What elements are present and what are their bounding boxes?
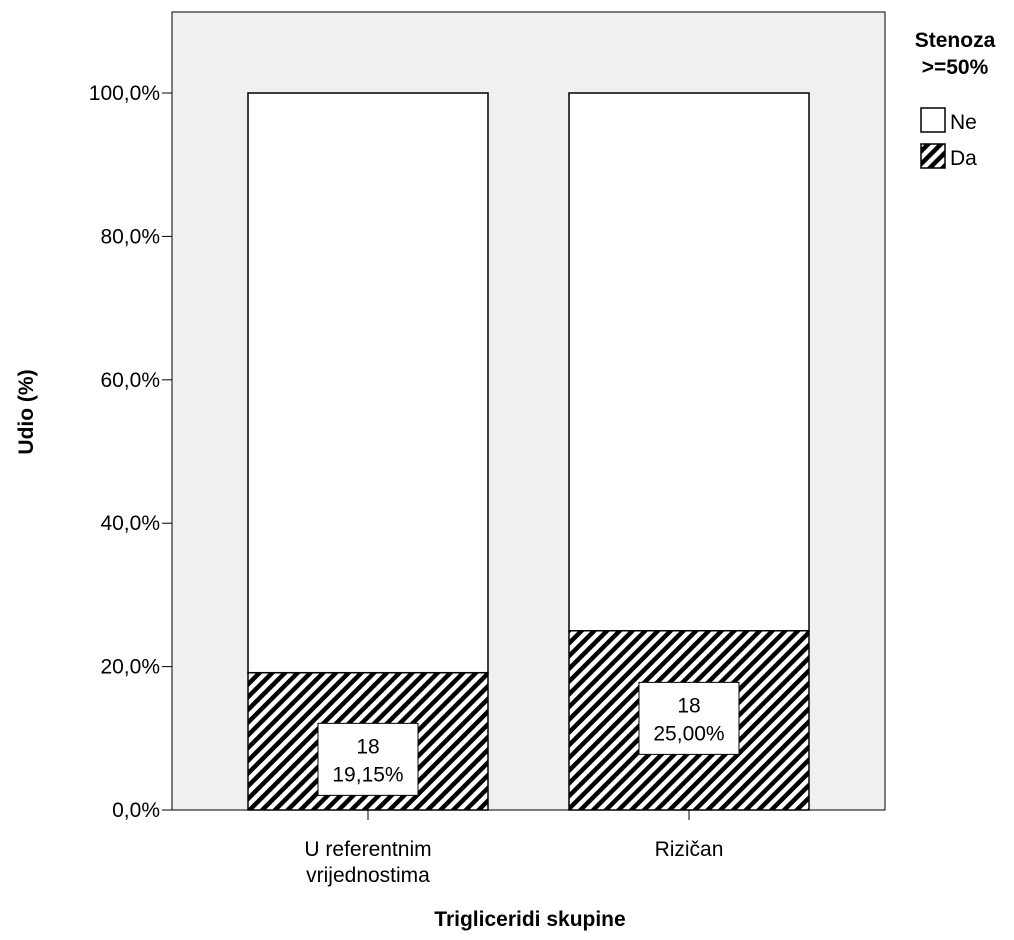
y-tick-label: 20,0% xyxy=(100,656,160,679)
x-tick-label: U referentnim xyxy=(304,838,431,861)
x-tick-label: Rizičan xyxy=(655,838,724,861)
data-label-box xyxy=(638,681,740,755)
x-tick-label: vrijednostima xyxy=(306,864,430,887)
y-tick-label: 0,0% xyxy=(112,799,160,822)
legend: Stenoza >=50% Ne Da xyxy=(915,29,996,170)
y-tick-label: 100,0% xyxy=(89,82,160,105)
x-axis-title: Trigliceridi skupine xyxy=(434,908,625,931)
legend-label-ne: Ne xyxy=(950,111,977,134)
y-tick-label: 80,0% xyxy=(100,225,160,248)
data-label-count: 18 xyxy=(356,735,379,758)
legend-label-da: Da xyxy=(950,147,977,170)
bar-segment xyxy=(568,92,810,632)
bar-segment xyxy=(247,92,489,674)
y-axis-title: Udio (%) xyxy=(15,369,38,454)
data-label-box xyxy=(317,722,419,796)
y-tick-label: 60,0% xyxy=(100,369,160,392)
x-axis: U referentnim vrijednostima Rizičan xyxy=(304,810,723,887)
y-tick-label: 40,0% xyxy=(100,512,160,535)
bars: 18 19,15% 18 25,00% xyxy=(247,92,810,811)
y-axis: 0,0% 20,0% 40,0% 60,0% 80,0% 100,0% xyxy=(89,82,172,822)
legend-title: Stenoza xyxy=(915,29,996,52)
data-label-percent: 19,15% xyxy=(332,763,403,786)
data-label-percent: 25,00% xyxy=(653,722,724,745)
data-label-count: 18 xyxy=(677,694,700,717)
legend-title: >=50% xyxy=(922,56,989,79)
legend-swatch-ne xyxy=(920,107,946,133)
legend-swatch-da xyxy=(920,143,946,169)
